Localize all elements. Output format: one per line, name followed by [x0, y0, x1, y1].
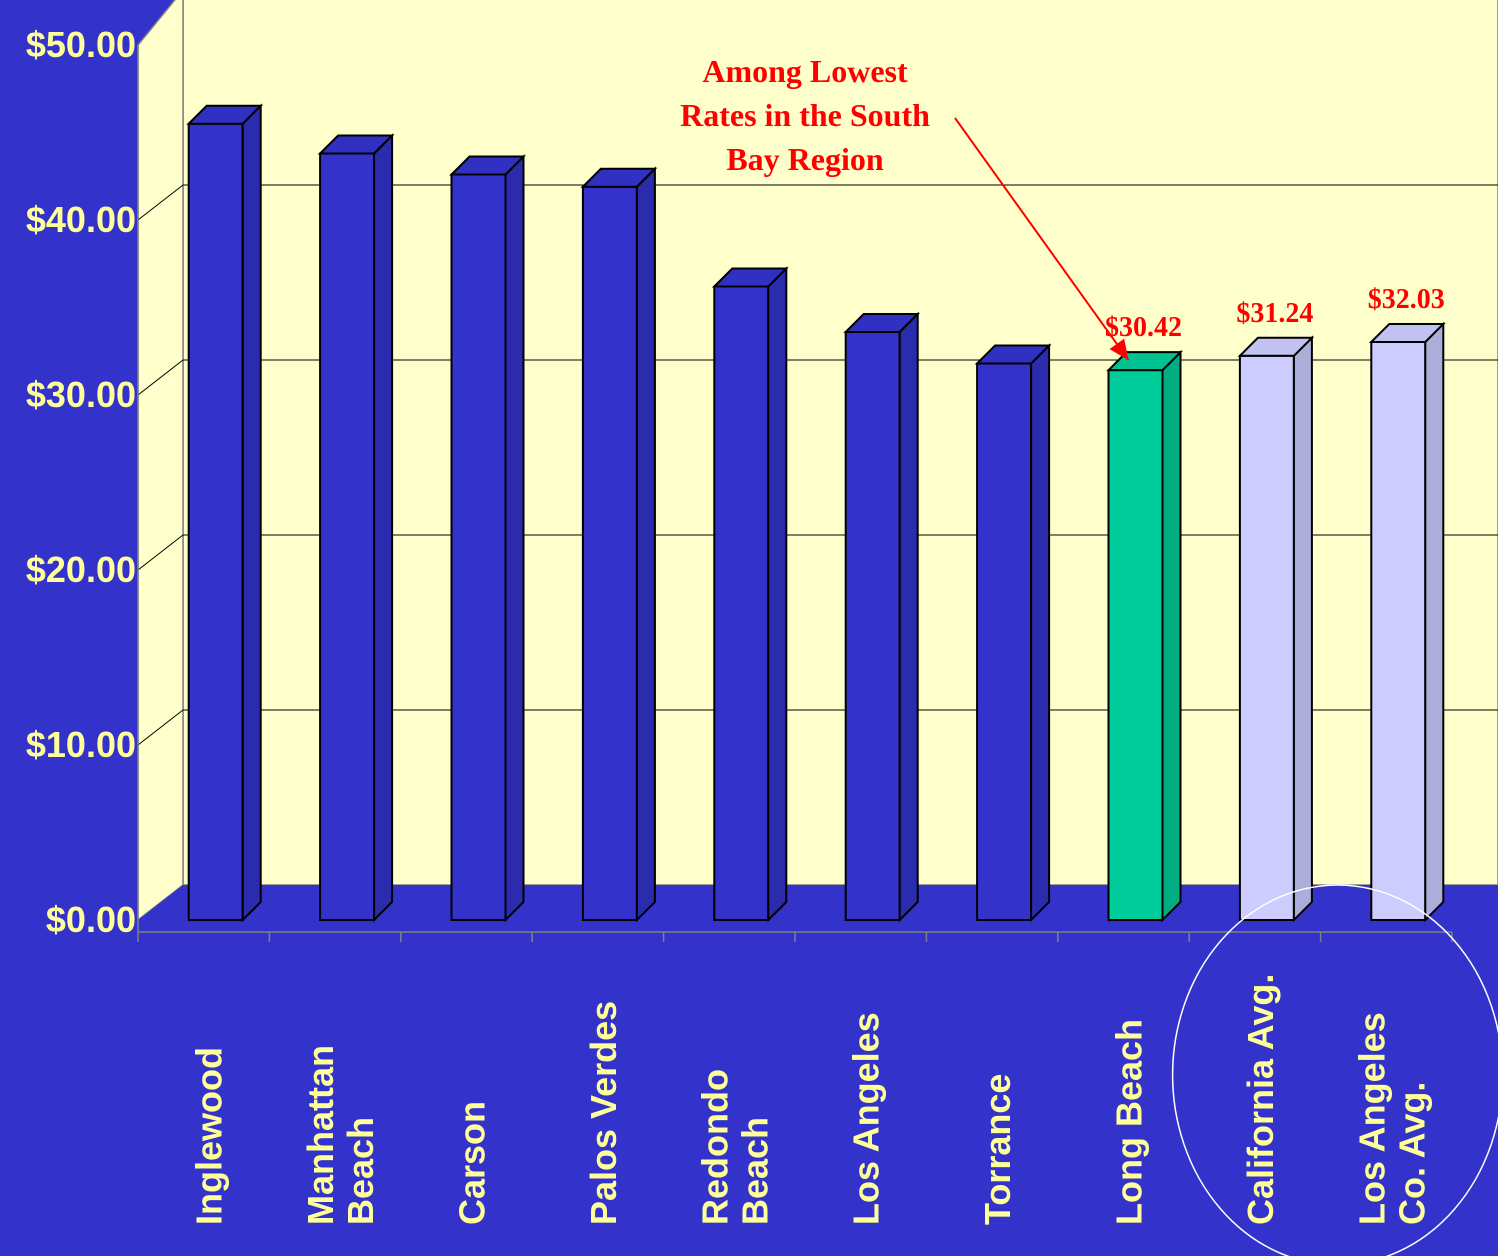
labels: $0.00 $10.00 $20.00 $30.00 $40.00 $50.00 Ingle…	[26, 24, 1445, 1225]
bar-side	[241, 103, 262, 923]
bar	[580, 166, 658, 923]
bar-front	[976, 362, 1033, 921]
bar-front	[844, 331, 901, 921]
x-tick-label: Palos Verdes	[583, 1001, 624, 1225]
y-tick-label: $40.00	[26, 199, 136, 240]
x-tick-label: Inglewood	[189, 1047, 230, 1225]
x-tick-label-line: Long Beach	[1109, 1019, 1150, 1225]
x-tick-label: Carson	[452, 1101, 493, 1225]
bar	[317, 133, 395, 923]
bar-front	[450, 173, 507, 921]
annotation-arrow	[954, 117, 1130, 361]
bar-front	[581, 185, 638, 921]
bar-top	[186, 104, 264, 125]
annotation-text: Among Lowest Rates in the South Bay Region	[680, 53, 930, 177]
bar-front	[1370, 340, 1427, 922]
x-tick-label-line: Beach	[340, 1117, 381, 1225]
bar	[1368, 321, 1446, 923]
y-tick-label: $0.00	[46, 899, 136, 940]
axes	[137, 45, 1453, 942]
bars	[186, 103, 1446, 923]
highlight-circle	[1171, 884, 1498, 1256]
bar	[449, 154, 526, 923]
bar-front	[1107, 369, 1164, 921]
bar-front	[319, 152, 376, 921]
y-tick-label: $20.00	[26, 549, 136, 590]
annotation-arrowhead	[1109, 338, 1129, 361]
annotation: Among Lowest Rates in the South Bay Region	[680, 53, 1130, 361]
gridline-side	[137, 359, 184, 396]
x-tick-label-line: Redondo	[694, 1069, 735, 1225]
y-tick-label: $30.00	[26, 374, 136, 415]
side-wall	[137, 0, 184, 922]
data-label: $30.42	[1105, 312, 1182, 343]
annotation-line: Rates in the South	[680, 97, 930, 133]
bar-top	[974, 344, 1052, 365]
x-tick-label-line: Co. Avg.	[1391, 1082, 1432, 1225]
bar-top	[580, 167, 658, 188]
bar-side	[635, 166, 656, 923]
annotation-line: Among Lowest	[702, 53, 908, 89]
x-tick-label-line: Manhattan	[300, 1045, 341, 1225]
bar-side	[767, 266, 788, 923]
bar	[186, 103, 264, 923]
x-tick-label-line: Torrance	[977, 1074, 1018, 1225]
x-tick-label-line: Beach	[734, 1117, 775, 1225]
x-tick-label: ManhattanBeach	[300, 1045, 381, 1225]
bar-top	[449, 155, 526, 176]
x-tick-label-line: Los Angeles	[846, 1012, 887, 1225]
bar-side	[1161, 349, 1182, 923]
x-tick-label: RedondoBeach	[694, 1069, 775, 1225]
gridline-side	[137, 709, 184, 746]
x-tick-label: Torrance	[977, 1074, 1018, 1225]
x-tick-label: Los Angeles	[846, 1012, 887, 1225]
bar	[974, 343, 1052, 923]
gridline-side	[137, 534, 184, 571]
x-tick-label: Long Beach	[1109, 1019, 1150, 1225]
bar-top	[1368, 322, 1446, 343]
y-tick-label: $50.00	[26, 24, 136, 65]
bar-top	[711, 267, 789, 288]
data-label: $31.24	[1236, 298, 1313, 329]
bar-side	[1424, 321, 1445, 923]
bar-front	[713, 285, 770, 921]
x-tick-label: Los AngelesCo. Avg.	[1351, 1012, 1432, 1225]
x-tick-label: California Avg.	[1240, 974, 1281, 1225]
y-tick-label: $10.00	[26, 724, 136, 765]
x-tick-label-line: Carson	[452, 1101, 493, 1225]
bar-side	[898, 311, 919, 923]
x-tick-label-line: Inglewood	[189, 1047, 230, 1225]
gridline-side	[137, 184, 184, 221]
bar-top	[317, 134, 395, 155]
x-tick-label-line: Los Angeles	[1351, 1012, 1392, 1225]
bar-side	[1030, 343, 1051, 923]
bar-top	[843, 313, 921, 333]
bar-top	[1237, 336, 1315, 357]
bar-side	[373, 133, 394, 923]
bar-side	[504, 154, 525, 923]
data-label: $32.03	[1368, 284, 1445, 315]
bar	[1237, 335, 1315, 923]
bar-front	[1238, 354, 1295, 921]
x-tick-label-line: Palos Verdes	[583, 1001, 624, 1225]
x-tick-label-line: California Avg.	[1240, 974, 1281, 1225]
annotation-line: Bay Region	[726, 141, 884, 177]
bar	[1106, 349, 1183, 923]
bar-side	[1292, 335, 1313, 923]
bar-front	[187, 122, 244, 921]
bar	[843, 311, 921, 923]
bar	[711, 266, 789, 923]
